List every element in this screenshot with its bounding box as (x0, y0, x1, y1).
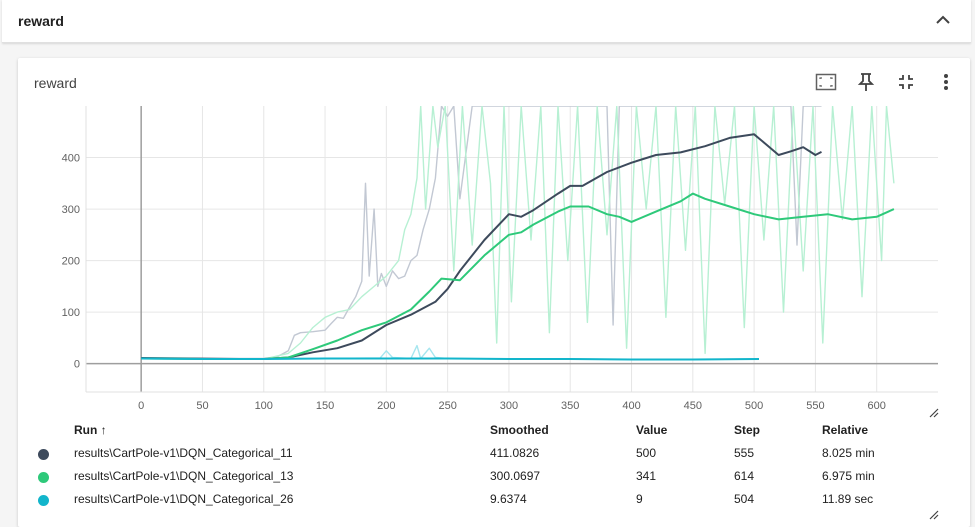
run-name: results\CartPole-v1\DQN_Categorical_13 (74, 469, 294, 483)
raw-value: 500 (636, 446, 657, 460)
step-column-header: Step (734, 423, 761, 437)
smoothed-column-header: Smoothed (490, 423, 549, 437)
reward-line-chart[interactable]: 0 50 100 150 200 250 300 350 400 450 500 550 600 0 100… (18, 58, 970, 418)
smoothed-series-line-2[interactable] (141, 192, 895, 360)
resize-handle-icon[interactable] (929, 408, 939, 418)
x-tick-label: 50 (196, 400, 208, 412)
table-row: results\CartPole-v1\DQN_Categorical_11 4… (18, 443, 948, 465)
y-tick-label: 400 (62, 153, 80, 165)
series-color-dot (38, 472, 49, 483)
x-tick-label: 600 (868, 400, 886, 412)
series-color-dot (38, 449, 49, 460)
more-vert-icon[interactable] (934, 70, 958, 94)
chart-card: reward 0 50 100 150 200 250 300 350 4 (18, 58, 970, 527)
table-row: results\CartPole-v1\DQN_Categorical_13 3… (18, 466, 948, 488)
x-tick-label: 450 (684, 400, 702, 412)
x-tick-label: 250 (438, 400, 456, 412)
y-tick-label: 200 (62, 256, 80, 268)
y-tick-label: 300 (62, 204, 80, 216)
smoothed-value: 300.0697 (490, 469, 541, 483)
chart-toolbar (814, 70, 958, 94)
smoothed-value: 9.6374 (490, 492, 527, 506)
x-tick-label: 150 (316, 400, 334, 412)
raw-series-line-1[interactable] (141, 106, 822, 360)
resize-handle-icon[interactable] (929, 510, 939, 520)
relative-value: 6.975 min (822, 469, 875, 483)
raw-series-line-3[interactable] (141, 344, 760, 361)
section-title: reward (18, 13, 64, 29)
run-name: results\CartPole-v1\DQN_Categorical_26 (74, 492, 294, 506)
fit-domain-icon[interactable] (814, 70, 838, 94)
x-tick-label: 400 (622, 400, 640, 412)
step-value: 504 (734, 492, 755, 506)
relative-value: 11.89 sec (822, 492, 874, 506)
pin-icon[interactable] (854, 70, 878, 94)
raw-series-line-2[interactable] (141, 106, 895, 360)
chevron-up-icon[interactable] (933, 10, 953, 30)
x-tick-label: 0 (138, 400, 144, 412)
x-tick-label: 550 (806, 400, 824, 412)
relative-column-header: Relative (822, 423, 869, 437)
x-tick-label: 350 (561, 400, 579, 412)
smoothed-value: 411.0826 (490, 446, 540, 460)
run-name: results\CartPole-v1\DQN_Categorical_11 (74, 446, 293, 460)
table-row: results\CartPole-v1\DQN_Categorical_26 9… (18, 489, 948, 511)
y-tick-label: 100 (62, 307, 80, 319)
y-tick-label: 0 (74, 359, 80, 371)
value-column-header: Value (636, 423, 668, 437)
relative-value: 8.025 min (822, 446, 875, 460)
section-header[interactable]: reward (2, 0, 971, 43)
smoothed-series-line-3[interactable] (141, 357, 760, 361)
x-tick-label: 200 (377, 400, 395, 412)
chart-title: reward (34, 75, 77, 91)
step-value: 555 (734, 446, 755, 460)
smoothed-series-line-1[interactable] (141, 133, 822, 360)
step-value: 614 (734, 469, 755, 483)
series-color-dot (38, 495, 49, 506)
raw-value: 9 (636, 492, 643, 506)
raw-value: 341 (636, 469, 657, 483)
x-tick-label: 300 (500, 400, 518, 412)
fullscreen-exit-icon[interactable] (894, 70, 918, 94)
legend-header-row: Run ↑ Smoothed Value Step Relative (18, 420, 948, 442)
x-tick-label: 100 (255, 400, 273, 412)
x-tick-label: 500 (745, 400, 763, 412)
run-column-header[interactable]: Run ↑ (74, 423, 107, 437)
